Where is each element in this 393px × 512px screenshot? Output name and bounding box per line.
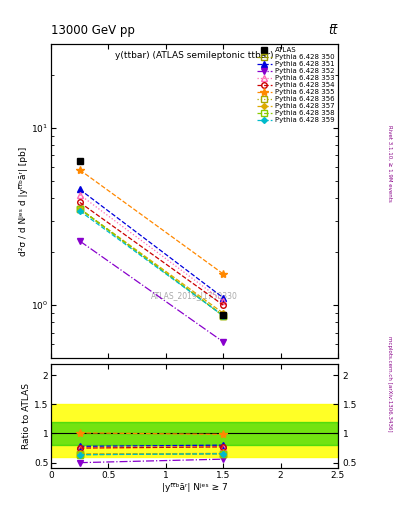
Text: mcplots.cern.ch [arXiv:1306.3436]: mcplots.cern.ch [arXiv:1306.3436] (387, 336, 392, 432)
Y-axis label: d²σ / d Nʲᵉˢ d |yᵗᵗ̅ᵇāʳ| [pb]: d²σ / d Nʲᵉˢ d |yᵗᵗ̅ᵇāʳ| [pb] (19, 146, 28, 255)
X-axis label: |yᵗᵗ̅ᵇāʳ| Nʲᵉˢ ≥ 7: |yᵗᵗ̅ᵇāʳ| Nʲᵉˢ ≥ 7 (162, 483, 228, 492)
Bar (51, 422, 338, 445)
Y-axis label: Ratio to ATLAS: Ratio to ATLAS (22, 383, 31, 449)
Text: Rivet 3.1.10, ≥ 1.9M events: Rivet 3.1.10, ≥ 1.9M events (387, 125, 392, 202)
Text: y(ttbar) (ATLAS semileptonic ttbar): y(ttbar) (ATLAS semileptonic ttbar) (115, 51, 274, 60)
Text: 13000 GeV pp: 13000 GeV pp (51, 24, 135, 37)
Bar (51, 404, 338, 457)
Text: ATLAS_2019_I1750330: ATLAS_2019_I1750330 (151, 291, 238, 300)
Legend: ATLAS, Pythia 6.428 350, Pythia 6.428 351, Pythia 6.428 352, Pythia 6.428 353, P: ATLAS, Pythia 6.428 350, Pythia 6.428 35… (255, 46, 336, 125)
Text: tt̅: tt̅ (329, 24, 338, 37)
